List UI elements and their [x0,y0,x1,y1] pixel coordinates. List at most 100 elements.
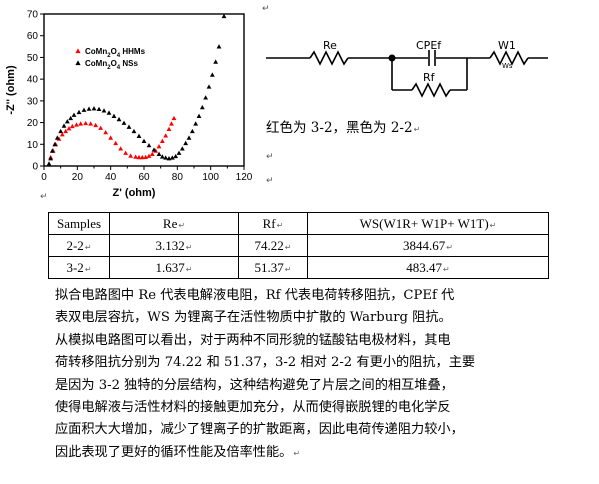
circuit-label-cpef: CPEf [416,39,442,52]
data-point-hhms [59,132,65,137]
data-point-hhms [166,126,172,132]
figure-caption: 红色为 3-2，黑色为 2-2↵ [266,120,421,136]
data-point-nss [221,13,227,19]
plot-frame [43,13,245,167]
data-point-nss [111,113,117,118]
data-point-nss [91,106,97,111]
paragraph-line: 因此表现了更好的循环性能及倍率性能。↵ [55,444,301,460]
data-point-hhms [133,154,139,159]
data-point-hhms [123,150,129,155]
data-point-nss [96,106,102,112]
table-header-cell: Samples [48,212,110,235]
body-paragraph: 拟合电路图中 Re 代表电解液电阻，Rf 代表电荷转移阻抗，CPEf 代 表双电… [55,285,595,465]
table-cell: 74.22↵ [238,234,308,257]
data-point-nss [136,133,142,138]
legend-label: CoMn2O4 NSs [85,59,138,71]
data-point-hhms [103,129,109,135]
data-point-hhms [163,133,169,138]
circuit-node [388,54,396,62]
data-point-nss [68,115,74,121]
y-tick-label: 50 [27,53,39,64]
resistor-rf-symbol [411,82,451,98]
data-point-nss [196,113,202,118]
data-point-nss [121,120,127,125]
y-tick-label: 40 [27,75,39,86]
paragraph-line: 荷转移阻抗分别为 74.22 和 51.37，3-2 相对 2-2 有更小的阻抗… [55,355,476,371]
table-row: 2-2↵ 3.132↵ 74.22↵ 3844.67↵ [48,234,549,257]
data-point-hhms [63,128,69,134]
data-point-nss [48,156,54,161]
data-point-nss [183,140,189,146]
data-point-hhms [156,144,162,149]
x-tick-label: 60 [138,172,150,183]
data-point-nss [166,156,172,161]
nyquist-plot: 0 20 40 60 80 100 120 0 10 20 30 40 50 60 70 Z' (ohm) -Z… [5,10,253,200]
data-point-nss [106,110,112,115]
table-header-cell: Rf↵ [238,212,308,235]
data-point-nss [46,161,52,166]
data-point-nss [206,84,212,89]
paragraph-mark: ↵ [40,192,48,202]
paragraph-line: 应面积大大增加，减少了锂离子的扩散距离，因此电荷传递阻力较小， [55,422,464,438]
data-point-hhms [66,126,72,131]
x-axis-label: Z' (ohm) [113,187,156,199]
y-tick-label: 0 [32,162,38,173]
data-point-nss [54,135,60,140]
x-tick-label: 80 [172,172,184,183]
warburg-w1-symbol [489,50,529,66]
data-point-nss [52,141,58,147]
x-tick-label: 100 [202,172,219,183]
data-point-hhms [108,135,114,140]
data-point-nss [179,146,185,151]
paragraph-line: 从模拟电路图可以看出，对于两种不同形貌的锰酸钴电极材料，其电 [55,332,451,348]
table-header-row: Samples Re↵ Rf↵ WS(W1R+ W1P+ W1T)↵ [48,212,549,235]
data-point-hhms [78,121,84,126]
data-point-nss [203,95,209,100]
paragraph-mark: ↵ [262,4,270,14]
data-point-nss [86,106,92,111]
circuit-label-ws: Ws [502,62,513,70]
table-cell: 1.637↵ [109,256,239,279]
data-point-nss [173,153,179,159]
data-point-nss [163,155,169,160]
y-tick-label: 30 [27,96,39,107]
data-point-hhms [69,123,75,129]
data-point-nss [189,128,195,134]
data-point-nss [186,135,192,140]
data-point-hhms [169,121,174,126]
equivalent-circuit-diagram: Re CPEf W1 Rf Ws [266,39,548,98]
circuit-label-rf: Rf [423,71,436,84]
data-point-nss [151,147,157,152]
data-point-nss [58,128,64,134]
data-point-hhms [171,115,177,121]
data-point-nss [49,148,55,153]
data-point-nss [101,108,107,113]
table-cell: 51.37↵ [238,256,308,279]
data-point-nss [81,107,87,112]
data-point-hhms [128,153,134,158]
x-tick-label: 20 [72,172,84,183]
table-row: 3-2↵ 1.637↵ 51.37↵ 483.47↵ [48,256,549,279]
data-point-hhms [98,125,104,130]
data-point-hhms [118,146,124,151]
legend-label: CoMn2O4 HHMs [85,47,146,59]
data-point-nss [159,154,165,159]
data-point-hhms [93,122,99,128]
data-point-nss [71,112,77,117]
impedance-table: Samples Re↵ Rf↵ WS(W1R+ W1P+ W1T)↵ 2-2↵ … [48,212,549,279]
paragraph-line: 使得电解液与活性材料的接触更加充分，从而使得嵌脱锂的电化学反 [55,400,451,416]
y-tick-label: 60 [27,31,39,42]
x-tick-label: 120 [236,172,253,183]
paragraph-mark: ↵ [413,125,421,134]
paragraph-line: 表双电层容抗，WS 为锂离子在活性物质中扩散的 Warburg 阻抗。 [55,310,452,326]
table-header-cell: Re↵ [109,212,239,235]
circuit-wires [266,50,548,98]
table-cell: 2-2↵ [48,234,110,257]
y-tick-label: 10 [27,140,39,151]
table-cell: 3.132↵ [109,234,239,257]
paragraph-mark: ↵ [266,152,274,162]
table-cell: 3-2↵ [48,256,110,279]
y-axis-label: -Z'' (ohm) [5,65,17,115]
y-tick-label: 20 [27,118,39,129]
data-point-nss [126,124,132,129]
